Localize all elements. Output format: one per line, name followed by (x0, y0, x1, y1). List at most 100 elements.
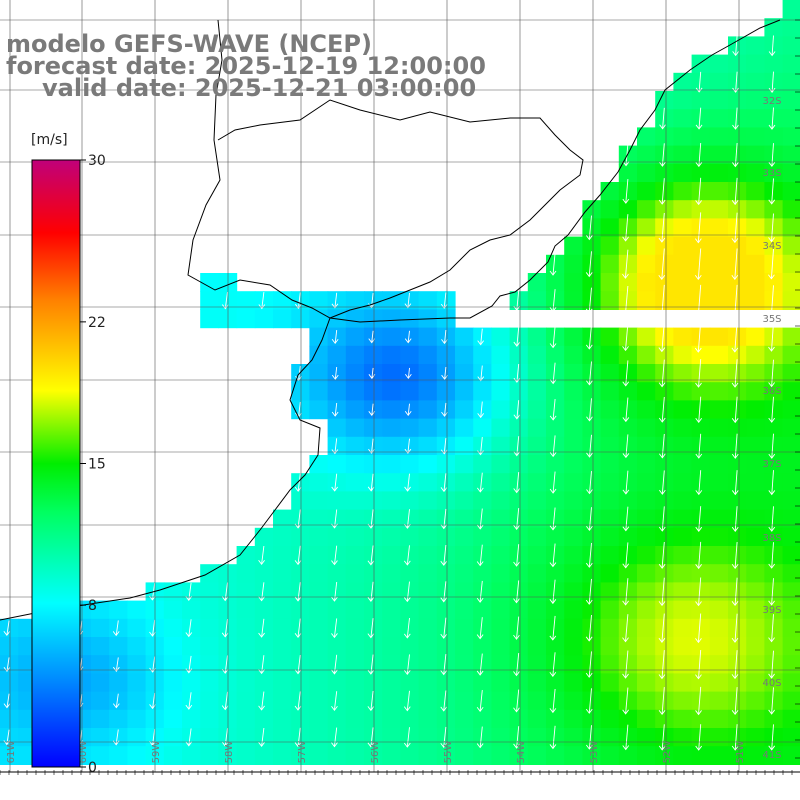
wind-speed-cell (546, 691, 565, 711)
wind-speed-cell (436, 345, 456, 365)
wind-speed-cell (327, 564, 347, 583)
wind-speed-cell (509, 527, 529, 547)
wind-arrow (294, 618, 302, 638)
wind-speed-cell (182, 746, 201, 765)
wind-speed-cell (618, 182, 638, 201)
wind-speed-cell (655, 582, 674, 602)
wind-arrow (476, 472, 484, 493)
wind-speed-cell (273, 618, 292, 638)
wind-speed-cell (709, 418, 729, 438)
wind-speed-cell (382, 418, 401, 438)
wind-speed-cell (327, 418, 347, 438)
wind-arrow (658, 613, 666, 643)
wind-speed-cell (546, 345, 565, 365)
wind-speed-cell (582, 273, 602, 292)
wind-speed-cell (309, 691, 329, 711)
wind-speed-cell (182, 618, 201, 638)
wind-speed-cell (327, 436, 347, 456)
wind-arrow (731, 321, 739, 353)
wind-speed-cell (782, 345, 800, 365)
wind-speed-cell (491, 691, 511, 711)
wind-speed-cell (327, 546, 347, 565)
wind-speed-cell (655, 327, 674, 347)
wind-arrow (586, 361, 593, 386)
wind-speed-cell (236, 655, 256, 674)
wind-speed-cell (327, 509, 347, 529)
wind-speed-cell (491, 327, 511, 347)
wind-speed-cell (618, 746, 638, 765)
wind-speed-cell (509, 691, 529, 711)
wind-speed-cell (400, 400, 420, 420)
wind-speed-cell (709, 655, 729, 674)
wind-speed-cell (728, 327, 747, 347)
wind-arrow (585, 251, 593, 278)
wind-arrow (695, 396, 703, 424)
wind-speed-cell (673, 455, 693, 474)
wind-speed-cell (509, 436, 529, 456)
wind-speed-cell (546, 418, 565, 438)
wind-speed-cell (491, 655, 511, 674)
wind-speed-cell (746, 327, 765, 347)
wind-speed-cell (564, 418, 583, 438)
wind-speed-cell (582, 455, 602, 474)
wind-speed-cell (127, 709, 147, 729)
wind-speed-cell (546, 564, 565, 583)
model-title: modelo GEFS-WAVE (NCEP) (6, 30, 372, 58)
wind-speed-cell (782, 418, 800, 438)
wind-speed-cell (673, 182, 693, 201)
wind-speed-cell (418, 709, 438, 729)
wind-speed-cell (509, 382, 529, 401)
wind-speed-cell (728, 182, 747, 201)
wind-speed-cell (618, 600, 638, 620)
wind-speed-cell (345, 728, 365, 747)
wind-speed-cell (455, 691, 474, 711)
wind-speed-cell (618, 364, 638, 383)
wind-speed-cell (782, 327, 800, 347)
wind-speed-cell (691, 655, 711, 674)
wind-speed-cell (200, 600, 219, 620)
wind-speed-cell (200, 273, 219, 292)
wind-speed-cell (782, 72, 800, 92)
wind-speed-cell (527, 637, 547, 656)
wind-speed-cell (637, 382, 656, 401)
wind-speed-cell (600, 546, 620, 565)
wind-arrow (622, 650, 629, 679)
wind-speed-cell (709, 273, 729, 292)
wind-speed-cell (491, 418, 511, 438)
wind-speed-cell (764, 746, 784, 765)
wind-speed-cell (291, 527, 310, 547)
wind-arrow (221, 691, 229, 711)
wind-speed-cell (473, 546, 492, 565)
wind-speed-cell (728, 582, 747, 602)
wind-speed-cell (509, 418, 529, 438)
wind-speed-cell (673, 655, 693, 674)
wind-speed-cell (273, 564, 292, 583)
wind-speed-cell (455, 673, 474, 693)
wind-arrow (476, 580, 484, 603)
wind-speed-cell (691, 673, 711, 693)
wind-arrow (586, 398, 593, 422)
wind-speed-cell (382, 436, 401, 456)
wind-speed-cell (618, 436, 638, 456)
wind-speed-cell (728, 546, 747, 565)
wind-speed-cell (582, 600, 602, 620)
wind-arrow (658, 248, 666, 280)
wind-speed-cell (764, 527, 784, 547)
wind-speed-cell (764, 72, 784, 92)
wind-speed-cell (509, 655, 529, 674)
wind-speed-cell (345, 582, 365, 602)
wind-speed-cell (182, 600, 201, 620)
wind-speed-cell (764, 163, 784, 183)
wind-speed-cell (746, 273, 765, 292)
wind-speed-cell (764, 200, 784, 219)
wind-speed-cell (491, 455, 511, 474)
wind-speed-cell (345, 345, 365, 365)
wind-speed-cell (309, 709, 329, 729)
wind-speed-cell (600, 273, 620, 292)
wind-arrow (513, 544, 520, 567)
wind-speed-cell (582, 236, 602, 256)
wind-speed-cell (109, 728, 128, 747)
wind-speed-cell (345, 364, 365, 383)
wind-speed-cell (637, 637, 656, 656)
wind-speed-cell (637, 709, 656, 729)
